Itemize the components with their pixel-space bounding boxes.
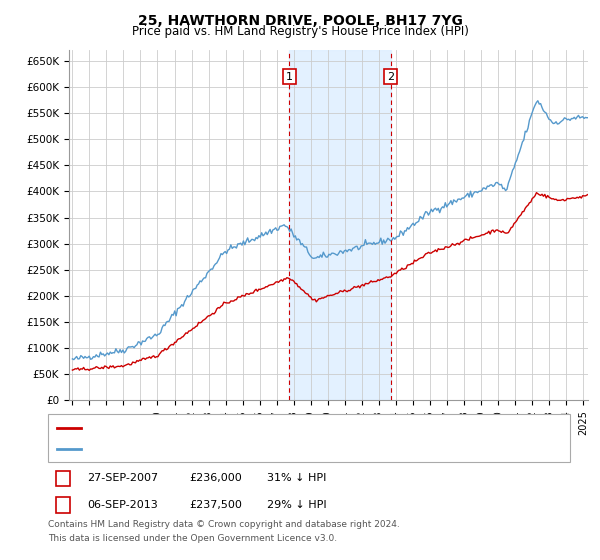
Text: 29% ↓ HPI: 29% ↓ HPI xyxy=(267,500,326,510)
Text: Contains HM Land Registry data © Crown copyright and database right 2024.: Contains HM Land Registry data © Crown c… xyxy=(48,520,400,529)
Text: Price paid vs. HM Land Registry's House Price Index (HPI): Price paid vs. HM Land Registry's House … xyxy=(131,25,469,38)
Bar xyxy=(289,50,391,400)
Text: 2: 2 xyxy=(59,500,67,510)
Text: 2: 2 xyxy=(387,72,394,82)
Text: 27-SEP-2007: 27-SEP-2007 xyxy=(87,473,158,483)
Text: £237,500: £237,500 xyxy=(189,500,242,510)
Text: 25, HAWTHORN DRIVE, POOLE, BH17 7YG: 25, HAWTHORN DRIVE, POOLE, BH17 7YG xyxy=(137,14,463,28)
Text: 06-SEP-2013: 06-SEP-2013 xyxy=(87,500,158,510)
Text: 1: 1 xyxy=(59,473,67,483)
Text: 1: 1 xyxy=(286,72,293,82)
Text: HPI: Average price, detached house, Bournemouth Christchurch and Poole: HPI: Average price, detached house, Bour… xyxy=(85,444,473,454)
Text: 25, HAWTHORN DRIVE, POOLE, BH17 7YG (detached house): 25, HAWTHORN DRIVE, POOLE, BH17 7YG (det… xyxy=(85,423,397,433)
Text: 31% ↓ HPI: 31% ↓ HPI xyxy=(267,473,326,483)
Text: £236,000: £236,000 xyxy=(189,473,242,483)
Text: This data is licensed under the Open Government Licence v3.0.: This data is licensed under the Open Gov… xyxy=(48,534,337,543)
